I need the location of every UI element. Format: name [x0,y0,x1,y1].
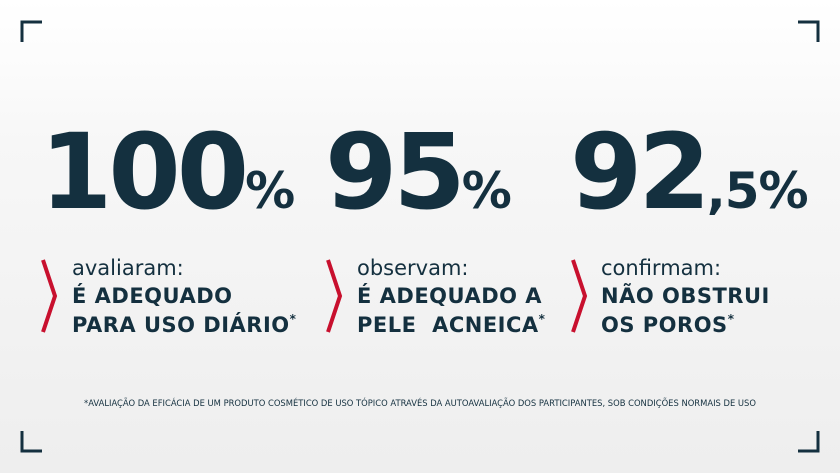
stat-lead: observam: [357,256,469,280]
stat-suffix: % [245,162,295,220]
stat-lead: confirmam: [601,256,722,280]
chevron [41,259,58,333]
stat-line: É ADEQUADO [72,284,233,308]
chevron [571,259,588,333]
stat-number: 95 [325,111,466,233]
stat-line: OS POROS* [601,312,734,337]
stat-line: NÃO OBSTRUI [601,284,770,308]
corner [798,20,820,42]
stat-value: 95% [325,120,512,224]
footnote-mark: * [538,312,546,326]
footnote-mark: * [727,312,735,326]
footnote-mark: * [289,312,297,326]
stat-line-text: OS POROS [601,313,728,337]
footnote: *AVALIAÇÃO DA EFICÁCIA DE UM PRODUTO COS… [84,398,756,408]
stat-line-text: PARA USO DIÁRIO [72,313,290,337]
stat-number: 92 [570,111,711,233]
stat-suffix: % [461,162,512,220]
stat-value: 92,5% [570,120,809,224]
stat-value: 100% [40,120,295,224]
corner [798,431,820,453]
stat-suffix: ,5% [706,162,809,220]
stat-line: É ADEQUADO A [357,284,543,308]
corner [20,431,42,453]
chevron [326,259,343,333]
stat-lead: avaliaram: [72,256,184,280]
corner [20,20,42,42]
stat-line: PARA USO DIÁRIO* [72,312,296,337]
stat-number: 100 [40,111,249,233]
stat-line: PELE ACNEICA* [357,312,545,337]
stat-line-text: PELE ACNEICA [357,313,539,337]
